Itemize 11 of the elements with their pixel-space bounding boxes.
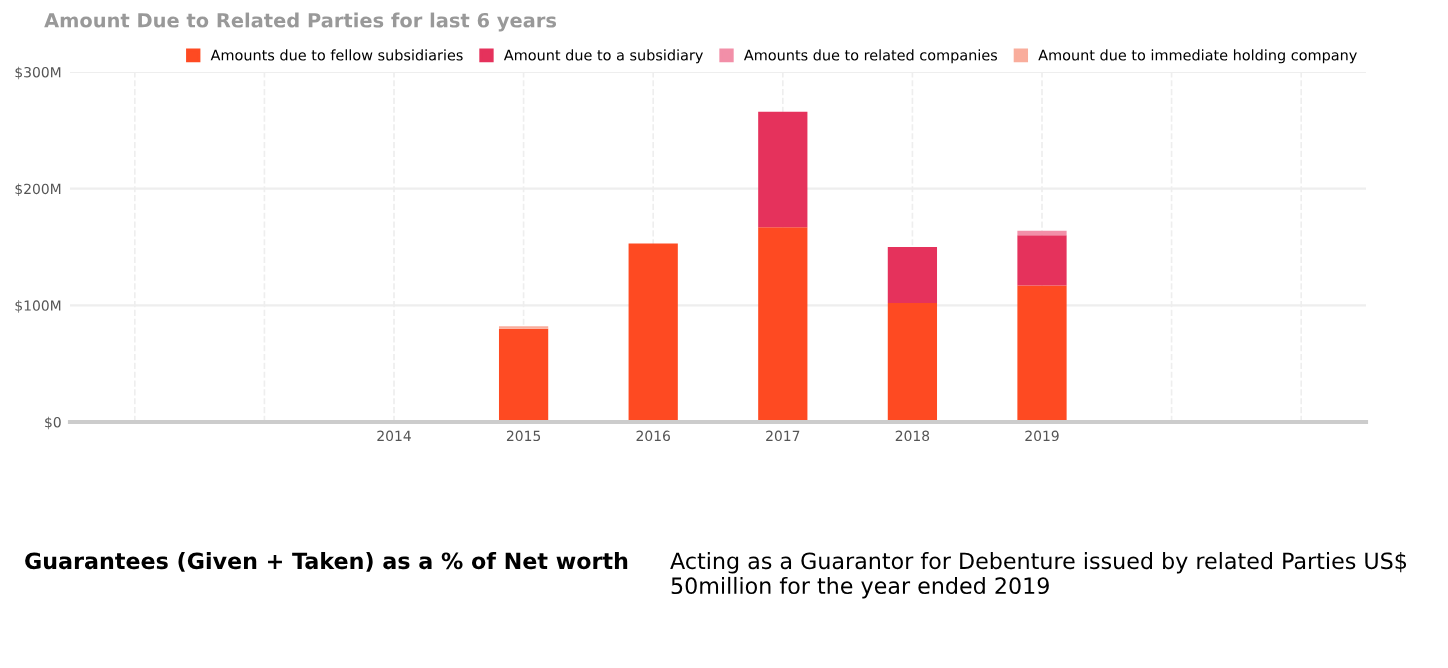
bar — [887, 303, 938, 422]
text: Guarantees (Given + Taken) as a % of Net worth — [25, 552, 628, 572]
bar — [498, 328, 549, 422]
bar — [887, 247, 938, 303]
text: Acting as a Guarantor for Debenture issued by related Parties US$ 50million for the year ended 2019 — [670, 552, 1407, 599]
bar — [628, 243, 678, 422]
chart-title: Amount Due to Related Parties for last 6 years — [44, 12, 557, 32]
bar — [758, 227, 808, 422]
bar — [1017, 235, 1067, 286]
bar — [1017, 285, 1067, 422]
bar — [758, 111, 808, 228]
